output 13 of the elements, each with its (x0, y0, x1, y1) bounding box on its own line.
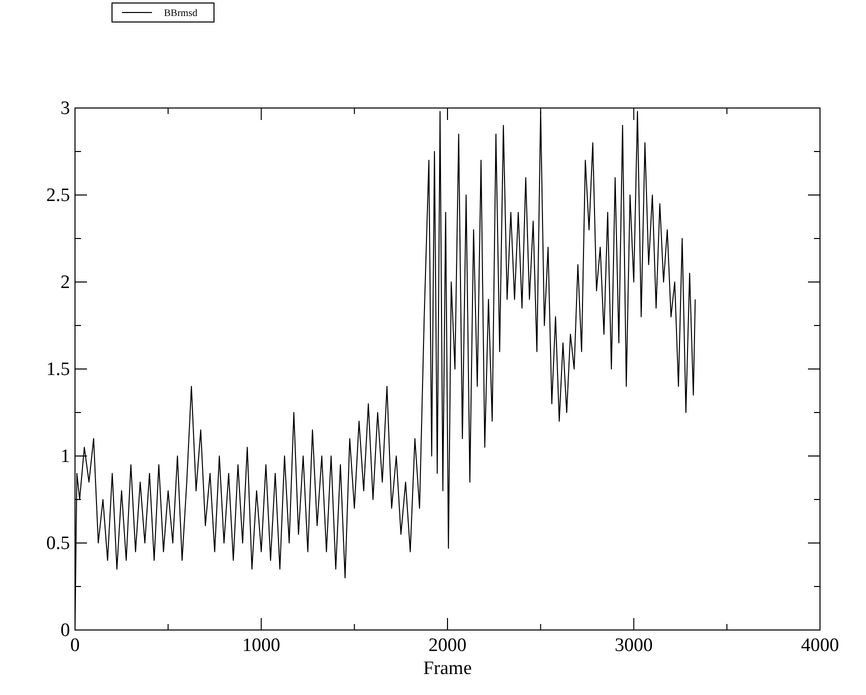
y-tick-label: 2.5 (46, 185, 70, 206)
y-tick-label: 2 (60, 272, 70, 293)
x-axis-title: Frame (423, 658, 472, 679)
y-tick-label: 1.5 (46, 359, 70, 380)
x-tick-label: 1000 (242, 635, 280, 656)
legend-label: BBrmsd (164, 8, 198, 19)
y-tick-label: 1 (60, 446, 70, 467)
x-tick-label: 2000 (428, 635, 466, 656)
y-tick-label: 0 (60, 620, 70, 641)
x-tick-label: 3000 (614, 635, 653, 656)
x-tick-label: 4000 (801, 635, 839, 656)
y-tick-label: 3 (60, 98, 70, 119)
y-tick-label: 0.5 (46, 533, 70, 554)
